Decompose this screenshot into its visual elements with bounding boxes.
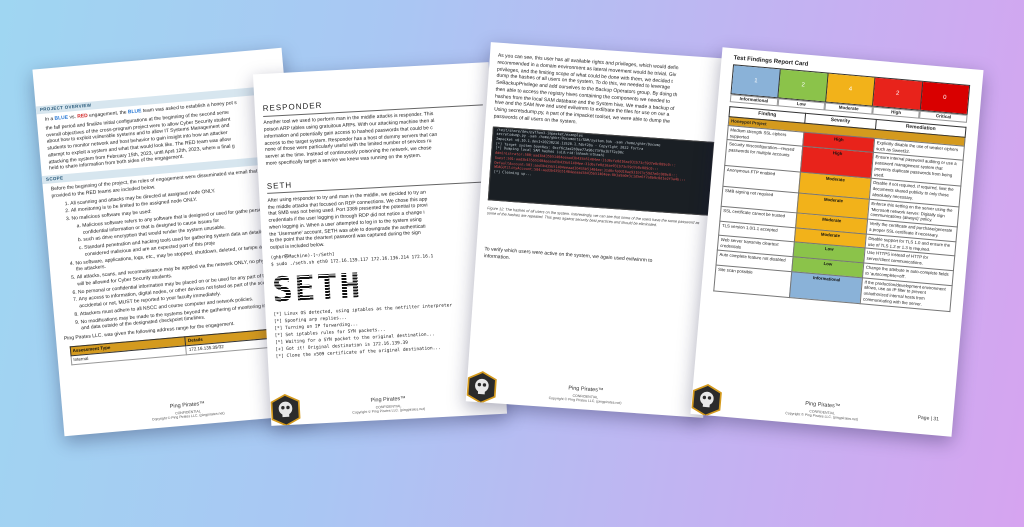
document-page-hashdump: As you can see, this user has all availa… xyxy=(465,42,729,418)
pirate-skull-logo xyxy=(270,393,301,426)
pirate-skull-logo xyxy=(691,384,722,417)
scale-count-low: 2 xyxy=(778,69,829,102)
terminal-screenshot: /test/share/dev/python3-impacket/example… xyxy=(487,125,715,216)
findings-table: Finding Severity Remediation Honeypot Pr… xyxy=(713,106,966,312)
scale-count-informational: 1 xyxy=(731,65,782,98)
seth-ascii-art: SETH xyxy=(271,265,364,311)
pirate-skull-logo xyxy=(466,371,497,404)
scale-count-critical: 0 xyxy=(920,81,970,114)
page-footer: Ping Pirates™ CONFIDENTIAL Copyright © P… xyxy=(785,400,859,422)
scale-count-high: 2 xyxy=(873,77,923,110)
document-page-report-card: Test Findings Report Card 1 2 4 2 0 Info… xyxy=(690,47,984,437)
scale-count-moderate: 4 xyxy=(826,73,876,106)
